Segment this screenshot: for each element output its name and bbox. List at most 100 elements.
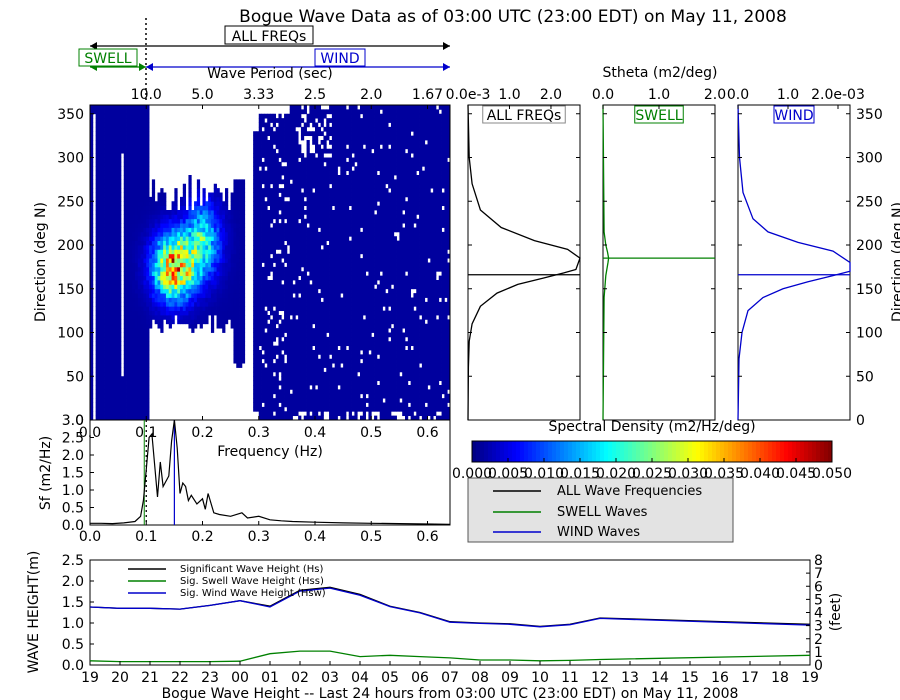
- heatmap-cell: [267, 240, 271, 246]
- heatmap-cell: [188, 275, 192, 281]
- heatmap-cell: [264, 161, 268, 167]
- heatmap-cell: [329, 280, 333, 285]
- heatmap-cell: [323, 358, 327, 364]
- heatmap-cell: [337, 284, 341, 290]
- heatmap-cell: [213, 253, 217, 259]
- heatmap-cell: [216, 293, 220, 298]
- heatmap-cell: [188, 253, 192, 259]
- heatmap-cell: [289, 363, 293, 368]
- heatmap-cell: [351, 118, 355, 123]
- heatmap-cell: [286, 332, 291, 338]
- heatmap-cell: [309, 218, 313, 224]
- heatmap-cell: [115, 196, 119, 202]
- heatmap-cell: [345, 179, 350, 185]
- heatmap-cell: [129, 258, 133, 263]
- heatmap-cell: [272, 231, 277, 237]
- heatmap-cell: [146, 201, 150, 207]
- heatmap-cell: [202, 262, 206, 268]
- heatmap-cell: [90, 284, 94, 290]
- heatmap-cell: [165, 284, 170, 290]
- heatmap-cell: [351, 258, 355, 263]
- heatmap-cell: [129, 201, 133, 207]
- heatmap-cell: [309, 288, 313, 294]
- heatmap-cell: [303, 188, 307, 193]
- heatmap-cell: [196, 297, 201, 303]
- heatmap-cell: [278, 363, 282, 368]
- heatmap-cell: [312, 231, 316, 237]
- heatmap-cell: [165, 280, 170, 285]
- heatmap-cell: [118, 201, 122, 207]
- heatmap-cell: [258, 275, 262, 281]
- heatmap-cell: [315, 262, 319, 268]
- heatmap-cell: [219, 297, 223, 303]
- heatmap-cell: [264, 398, 268, 403]
- heatmap-cell: [129, 249, 133, 255]
- heatmap-cell: [317, 275, 322, 281]
- heatmap-cell: [284, 367, 288, 373]
- heatmap-cell: [253, 301, 257, 307]
- heatmap-cell: [199, 245, 203, 250]
- heatmap-cell: [258, 323, 262, 329]
- heatmap-cell: [348, 319, 352, 325]
- heatmap-cell: [348, 223, 352, 228]
- heatmap-cell: [323, 336, 327, 342]
- heatmap-cell: [253, 398, 257, 403]
- heatmap-cell: [115, 389, 119, 395]
- heatmap-cell: [258, 175, 262, 180]
- heatmap-cell: [275, 402, 279, 408]
- heatmap-cell: [188, 231, 192, 237]
- heatmap-cell: [298, 105, 302, 110]
- heatmap-cell: [261, 175, 265, 180]
- heatmap-cell: [185, 275, 189, 281]
- heatmap-cell: [109, 297, 113, 303]
- heatmap-cell: [140, 245, 144, 250]
- heatmap-cell: [345, 310, 350, 316]
- heatmap-cell: [199, 297, 203, 303]
- heatmap-cell: [185, 319, 189, 325]
- heatmap-cell: [295, 249, 299, 255]
- heatmap-cell: [98, 192, 102, 198]
- heatmap-cell: [202, 297, 206, 303]
- heatmap-cell: [312, 157, 316, 163]
- heatmap-cell: [101, 319, 105, 325]
- heatmap-cell: [222, 280, 226, 285]
- heatmap-cell: [137, 170, 142, 176]
- heatmap-cell: [303, 210, 307, 215]
- heatmap-cell: [143, 192, 147, 198]
- heatmap-cell: [303, 345, 307, 351]
- heatmap-cell: [222, 301, 226, 307]
- heatmap-cell: [284, 140, 288, 145]
- heatmap-cell: [357, 201, 361, 207]
- heatmap-cell: [345, 223, 350, 228]
- heatmap-cell: [360, 293, 364, 298]
- heatmap-cell: [95, 319, 99, 325]
- heatmap-cell: [123, 280, 127, 285]
- heatmap-cell: [255, 389, 260, 395]
- heatmap-cell: [267, 393, 271, 399]
- heatmap-cell: [261, 205, 265, 211]
- heatmap-cell: [334, 196, 338, 202]
- heatmap-cell: [225, 240, 229, 246]
- heatmap-cell: [126, 367, 130, 373]
- heatmap-cell: [157, 301, 161, 307]
- heatmap-cell: [258, 126, 262, 132]
- heatmap-cell: [208, 218, 212, 224]
- heatmap-cell: [300, 231, 305, 237]
- heatmap-cell: [208, 210, 212, 215]
- heatmap-cell: [146, 161, 150, 167]
- heatmap-cell: [160, 196, 164, 202]
- heatmap-cell: [95, 280, 99, 285]
- heatmap-cell: [289, 345, 293, 351]
- heatmap-cell: [165, 253, 170, 259]
- heatmap-cell: [300, 341, 305, 347]
- heatmap-cell: [135, 367, 139, 373]
- heatmap-cell: [140, 126, 144, 132]
- heatmap-cell: [295, 393, 299, 399]
- heatmap-cell: [154, 231, 158, 237]
- heatmap-cell: [216, 271, 220, 277]
- heatmap-cell: [331, 249, 336, 255]
- heatmap-cell: [95, 144, 99, 150]
- heatmap-cell: [151, 245, 156, 250]
- heatmap-cell: [199, 249, 203, 255]
- heatmap-cell: [295, 118, 299, 123]
